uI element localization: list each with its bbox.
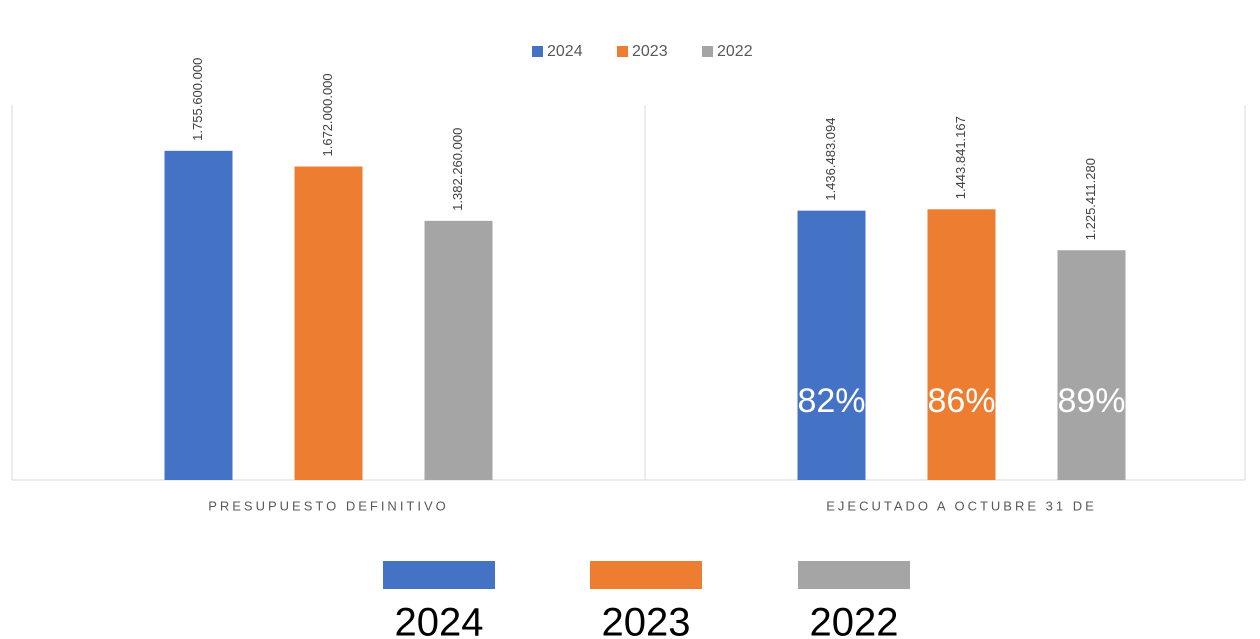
data-label: 1.436.483.094 xyxy=(823,118,838,201)
bar xyxy=(164,150,233,480)
percent-label: 86% xyxy=(927,382,995,420)
data-label: 1.225.411.280 xyxy=(1083,158,1098,240)
x-tick-label: EJECUTADO A OCTUBRE 31 DE xyxy=(826,498,1097,513)
bar xyxy=(294,166,363,480)
legend-swatch xyxy=(702,46,713,57)
legend-swatch xyxy=(798,561,910,589)
legend-swatch xyxy=(383,561,495,589)
percent-label: 89% xyxy=(1057,382,1125,420)
legend-label: 2023 xyxy=(632,43,668,60)
legend-swatch xyxy=(532,46,543,57)
legend-label: 2022 xyxy=(810,601,899,639)
data-label: 1.382.260.000 xyxy=(450,128,465,211)
percent-label: 82% xyxy=(797,382,865,420)
legend-label: 2024 xyxy=(395,601,484,639)
bar xyxy=(797,210,866,480)
legend-label: 2023 xyxy=(602,601,691,639)
bar xyxy=(1057,250,1126,480)
bar xyxy=(927,209,996,480)
data-label: 1.443.841.167 xyxy=(953,116,968,199)
data-label: 1.755.600.000 xyxy=(190,58,205,141)
legend-swatch xyxy=(590,561,702,589)
x-tick-label: PRESUPUESTO DEFINITIVO xyxy=(208,498,449,513)
legend-swatch xyxy=(617,46,628,57)
data-label: 1.672.000.000 xyxy=(320,73,335,156)
bar xyxy=(424,220,493,481)
legend-label: 2022 xyxy=(717,43,753,60)
legend-label: 2024 xyxy=(547,43,583,60)
